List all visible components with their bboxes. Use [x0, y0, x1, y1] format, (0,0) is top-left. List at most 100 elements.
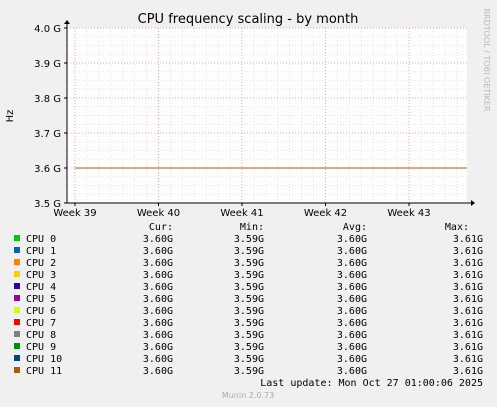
legend-name-cpu-7: CPU 7 — [26, 318, 56, 329]
legend-min: 3.59G — [234, 342, 264, 353]
last-update: Last update: Mon Oct 27 01:00:06 2025 — [260, 378, 483, 389]
y-tick-label: 3.6 G — [34, 164, 61, 175]
legend-avg: 3.60G — [337, 246, 367, 257]
legend-name-cpu-6: CPU 6 — [26, 306, 56, 317]
legend-swatch-cpu-8 — [14, 331, 20, 337]
legend-max: 3.61G — [453, 234, 483, 245]
legend-cur: 3.60G — [143, 342, 173, 353]
legend-avg: 3.60G — [337, 318, 367, 329]
legend-min: 3.59G — [234, 270, 264, 281]
x-tick-label: Week 41 — [220, 208, 263, 219]
axes — [64, 20, 475, 206]
legend-min: 3.59G — [234, 330, 264, 341]
legend-swatch-cpu-1 — [14, 247, 20, 253]
legend-header-max: Max: — [445, 222, 469, 233]
legend-max: 3.61G — [453, 342, 483, 353]
legend-max: 3.61G — [453, 258, 483, 269]
legend-cur: 3.60G — [143, 234, 173, 245]
legend-min: 3.59G — [234, 234, 264, 245]
legend-name-cpu-11: CPU 11 — [26, 366, 62, 377]
legend-min: 3.59G — [234, 258, 264, 269]
y-axis-label: Hz — [5, 110, 16, 123]
legend-max: 3.61G — [453, 306, 483, 317]
legend-name-cpu-3: CPU 3 — [26, 270, 56, 281]
legend-name-cpu-9: CPU 9 — [26, 342, 56, 353]
legend-swatch-cpu-11 — [14, 367, 20, 373]
legend-avg: 3.60G — [337, 306, 367, 317]
legend-cur: 3.60G — [143, 330, 173, 341]
legend-cur: 3.60G — [143, 246, 173, 257]
y-tick-label: 3.7 G — [34, 129, 61, 140]
legend-max: 3.61G — [453, 330, 483, 341]
legend-avg: 3.60G — [337, 342, 367, 353]
legend-name-cpu-2: CPU 2 — [26, 258, 56, 269]
legend-max: 3.61G — [453, 294, 483, 305]
legend-cur: 3.60G — [143, 258, 173, 269]
legend-swatch-cpu-0 — [14, 235, 20, 241]
legend-min: 3.59G — [234, 354, 264, 365]
legend-header-min: Min: — [240, 222, 264, 233]
legend-cur: 3.60G — [143, 270, 173, 281]
legend-cur: 3.60G — [143, 282, 173, 293]
legend-name-cpu-5: CPU 5 — [26, 294, 56, 305]
legend-name-cpu-1: CPU 1 — [26, 246, 56, 257]
legend-min: 3.59G — [234, 366, 264, 377]
legend-name-cpu-10: CPU 10 — [26, 354, 62, 365]
legend-max: 3.61G — [453, 270, 483, 281]
y-axis-arrow — [64, 20, 70, 24]
x-tick-label: Week 39 — [53, 208, 96, 219]
legend-cur: 3.60G — [143, 306, 173, 317]
legend-swatch-cpu-3 — [14, 271, 20, 277]
legend-header-avg: Avg: — [343, 222, 367, 233]
legend-name-cpu-4: CPU 4 — [26, 282, 56, 293]
legend-header: Cur: Min: Avg: Max: — [149, 222, 469, 233]
legend-avg: 3.60G — [337, 330, 367, 341]
legend-cur: 3.60G — [143, 294, 173, 305]
legend-header-cur: Cur: — [149, 222, 173, 233]
y-tick-label: 3.9 G — [34, 59, 61, 70]
legend-max: 3.61G — [453, 354, 483, 365]
x-tick-label: Week 42 — [304, 208, 347, 219]
y-tick-labels: 3.5 G 3.6 G 3.7 G 3.8 G 3.9 G 4.0 G — [34, 24, 61, 210]
x-tick-label: Week 43 — [387, 208, 430, 219]
munin-version: Munin 2.0.73 — [222, 391, 274, 400]
legend-swatch-cpu-7 — [14, 319, 20, 325]
legend-min: 3.59G — [234, 246, 264, 257]
legend-avg: 3.60G — [337, 294, 367, 305]
legend: CPU 0 3.60G 3.59G 3.60G 3.61G CPU 1 3.60G 3.59G… — [14, 234, 483, 377]
legend-max: 3.61G — [453, 282, 483, 293]
legend-swatch-cpu-9 — [14, 343, 20, 349]
legend-name-cpu-0: CPU 0 — [26, 234, 56, 245]
legend-avg: 3.60G — [337, 282, 367, 293]
legend-min: 3.59G — [234, 306, 264, 317]
legend-avg: 3.60G — [337, 258, 367, 269]
legend-max: 3.61G — [453, 246, 483, 257]
y-tick-label: 4.0 G — [34, 24, 61, 35]
x-tick-labels: Week 39 Week 40 Week 41 Week 42 Week 43 — [53, 208, 430, 219]
rrdtool-credit: RRDTOOL / TOBI OETIKER — [482, 8, 491, 111]
legend-avg: 3.60G — [337, 354, 367, 365]
legend-avg: 3.60G — [337, 366, 367, 377]
legend-avg: 3.60G — [337, 270, 367, 281]
chart-title: CPU frequency scaling - by month — [138, 12, 359, 27]
legend-swatch-cpu-5 — [14, 295, 20, 301]
legend-swatch-cpu-6 — [14, 307, 20, 313]
legend-max: 3.61G — [453, 318, 483, 329]
legend-cur: 3.60G — [143, 366, 173, 377]
legend-name-cpu-8: CPU 8 — [26, 330, 56, 341]
legend-max: 3.61G — [453, 366, 483, 377]
legend-min: 3.59G — [234, 294, 264, 305]
legend-min: 3.59G — [234, 318, 264, 329]
legend-min: 3.59G — [234, 282, 264, 293]
x-axis-arrow — [471, 200, 475, 206]
legend-avg: 3.60G — [337, 234, 367, 245]
y-tick-label: 3.8 G — [34, 94, 61, 105]
legend-cur: 3.60G — [143, 354, 173, 365]
legend-swatch-cpu-10 — [14, 355, 20, 361]
legend-cur: 3.60G — [143, 318, 173, 329]
legend-swatch-cpu-4 — [14, 283, 20, 289]
y-tick-label: 3.5 G — [34, 199, 61, 210]
legend-swatch-cpu-2 — [14, 259, 20, 265]
x-tick-label: Week 40 — [137, 208, 180, 219]
